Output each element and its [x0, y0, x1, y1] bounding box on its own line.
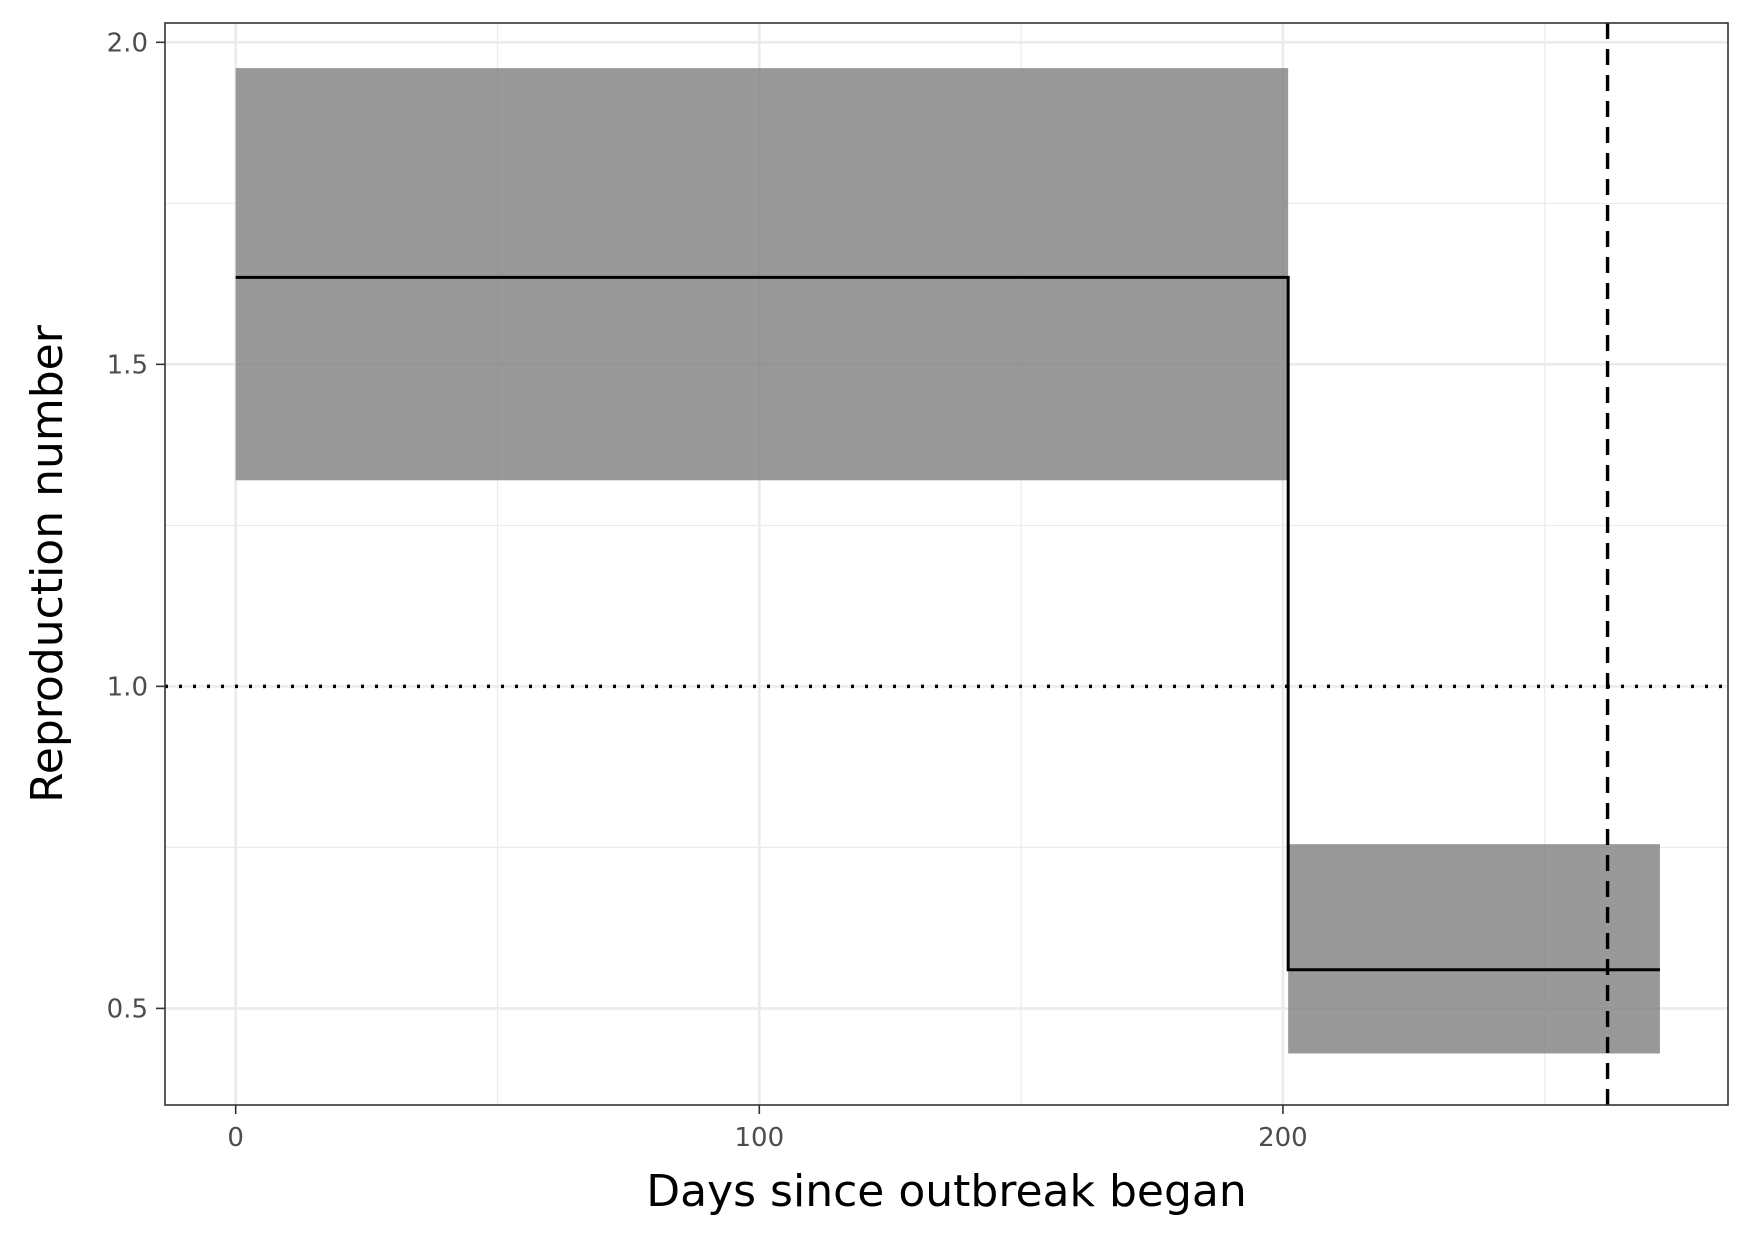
line-layer — [235, 275, 1660, 972]
reference-lines — [165, 23, 1728, 1105]
x-tick-label: 200 — [1258, 1123, 1308, 1153]
ribbon-1 — [235, 68, 1289, 481]
y-axis-title: Reproduction number — [22, 324, 73, 803]
axis-layer: 0 100 200 0.5 1.0 1.5 2.0 — [107, 28, 1308, 1153]
median-step-line — [235, 275, 1660, 972]
y-tick-label: 0.5 — [107, 994, 148, 1024]
x-axis-title: Days since outbreak began — [646, 1166, 1246, 1217]
y-tick-label: 1.5 — [107, 350, 148, 380]
x-tick-label: 100 — [734, 1123, 784, 1153]
ribbon-2 — [1288, 844, 1660, 1054]
y-tick-label: 1.0 — [107, 672, 148, 702]
x-tick-label: 0 — [227, 1123, 244, 1153]
ribbon-layer — [235, 68, 1660, 1054]
y-tick-label: 2.0 — [107, 28, 148, 58]
plot-border — [164, 22, 1729, 1106]
